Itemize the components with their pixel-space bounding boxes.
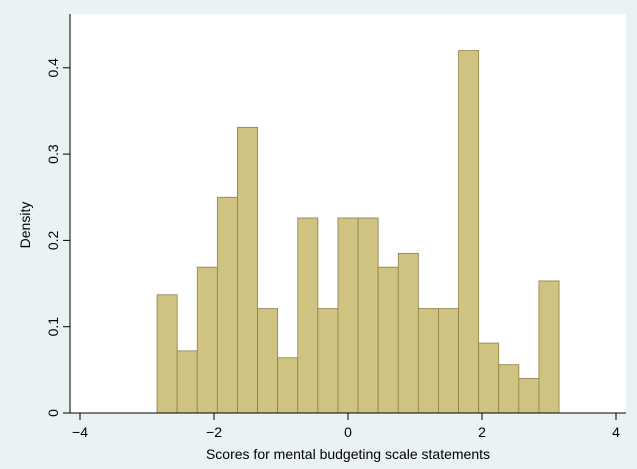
y-tick-label: 0.3 — [45, 144, 61, 164]
histogram-bar-20 — [538, 280, 560, 414]
histogram-bar-14 — [417, 308, 439, 414]
histogram-bar-4 — [216, 196, 238, 414]
bars-group — [156, 50, 560, 414]
histogram-bar-10 — [337, 217, 359, 414]
histogram-bar-16 — [458, 50, 480, 414]
histogram-bar-12 — [377, 266, 399, 414]
y-tick-label: 0.1 — [45, 317, 61, 337]
y-ticks-group: 0 0.1 0.2 0.3 0.4 — [45, 58, 70, 417]
y-axis-title: Density — [17, 202, 33, 249]
histogram-bar-5 — [237, 126, 258, 414]
histogram-bar-8 — [297, 217, 319, 414]
histogram-bar-1 — [156, 294, 178, 414]
x-axis-title: Scores for mental budgeting scale statem… — [206, 446, 490, 462]
x-tick-label: 2 — [478, 424, 486, 440]
histogram-bar-11 — [357, 217, 379, 414]
y-tick-label: 0.2 — [45, 230, 61, 250]
histogram-bar-6 — [257, 308, 279, 414]
histogram-bar-13 — [397, 252, 419, 414]
x-tick-label: 0 — [344, 424, 352, 440]
histogram-bar-15 — [438, 308, 459, 414]
x-tick-label: 4 — [612, 424, 620, 440]
histogram-bar-9 — [317, 308, 339, 414]
histogram-bar-7 — [277, 357, 299, 414]
histogram-bar-18 — [498, 364, 520, 414]
x-tick-label: −2 — [206, 424, 222, 440]
histogram-bar-2 — [176, 350, 198, 414]
histogram-bar-3 — [196, 266, 218, 414]
y-tick-label: 0 — [45, 409, 61, 417]
histogram-bar-19 — [518, 378, 540, 414]
histogram-bar-17 — [478, 342, 500, 414]
x-ticks-group: −4 −2 0 2 4 — [72, 413, 620, 440]
y-tick-label: 0.4 — [45, 58, 61, 78]
x-tick-label: −4 — [72, 424, 88, 440]
